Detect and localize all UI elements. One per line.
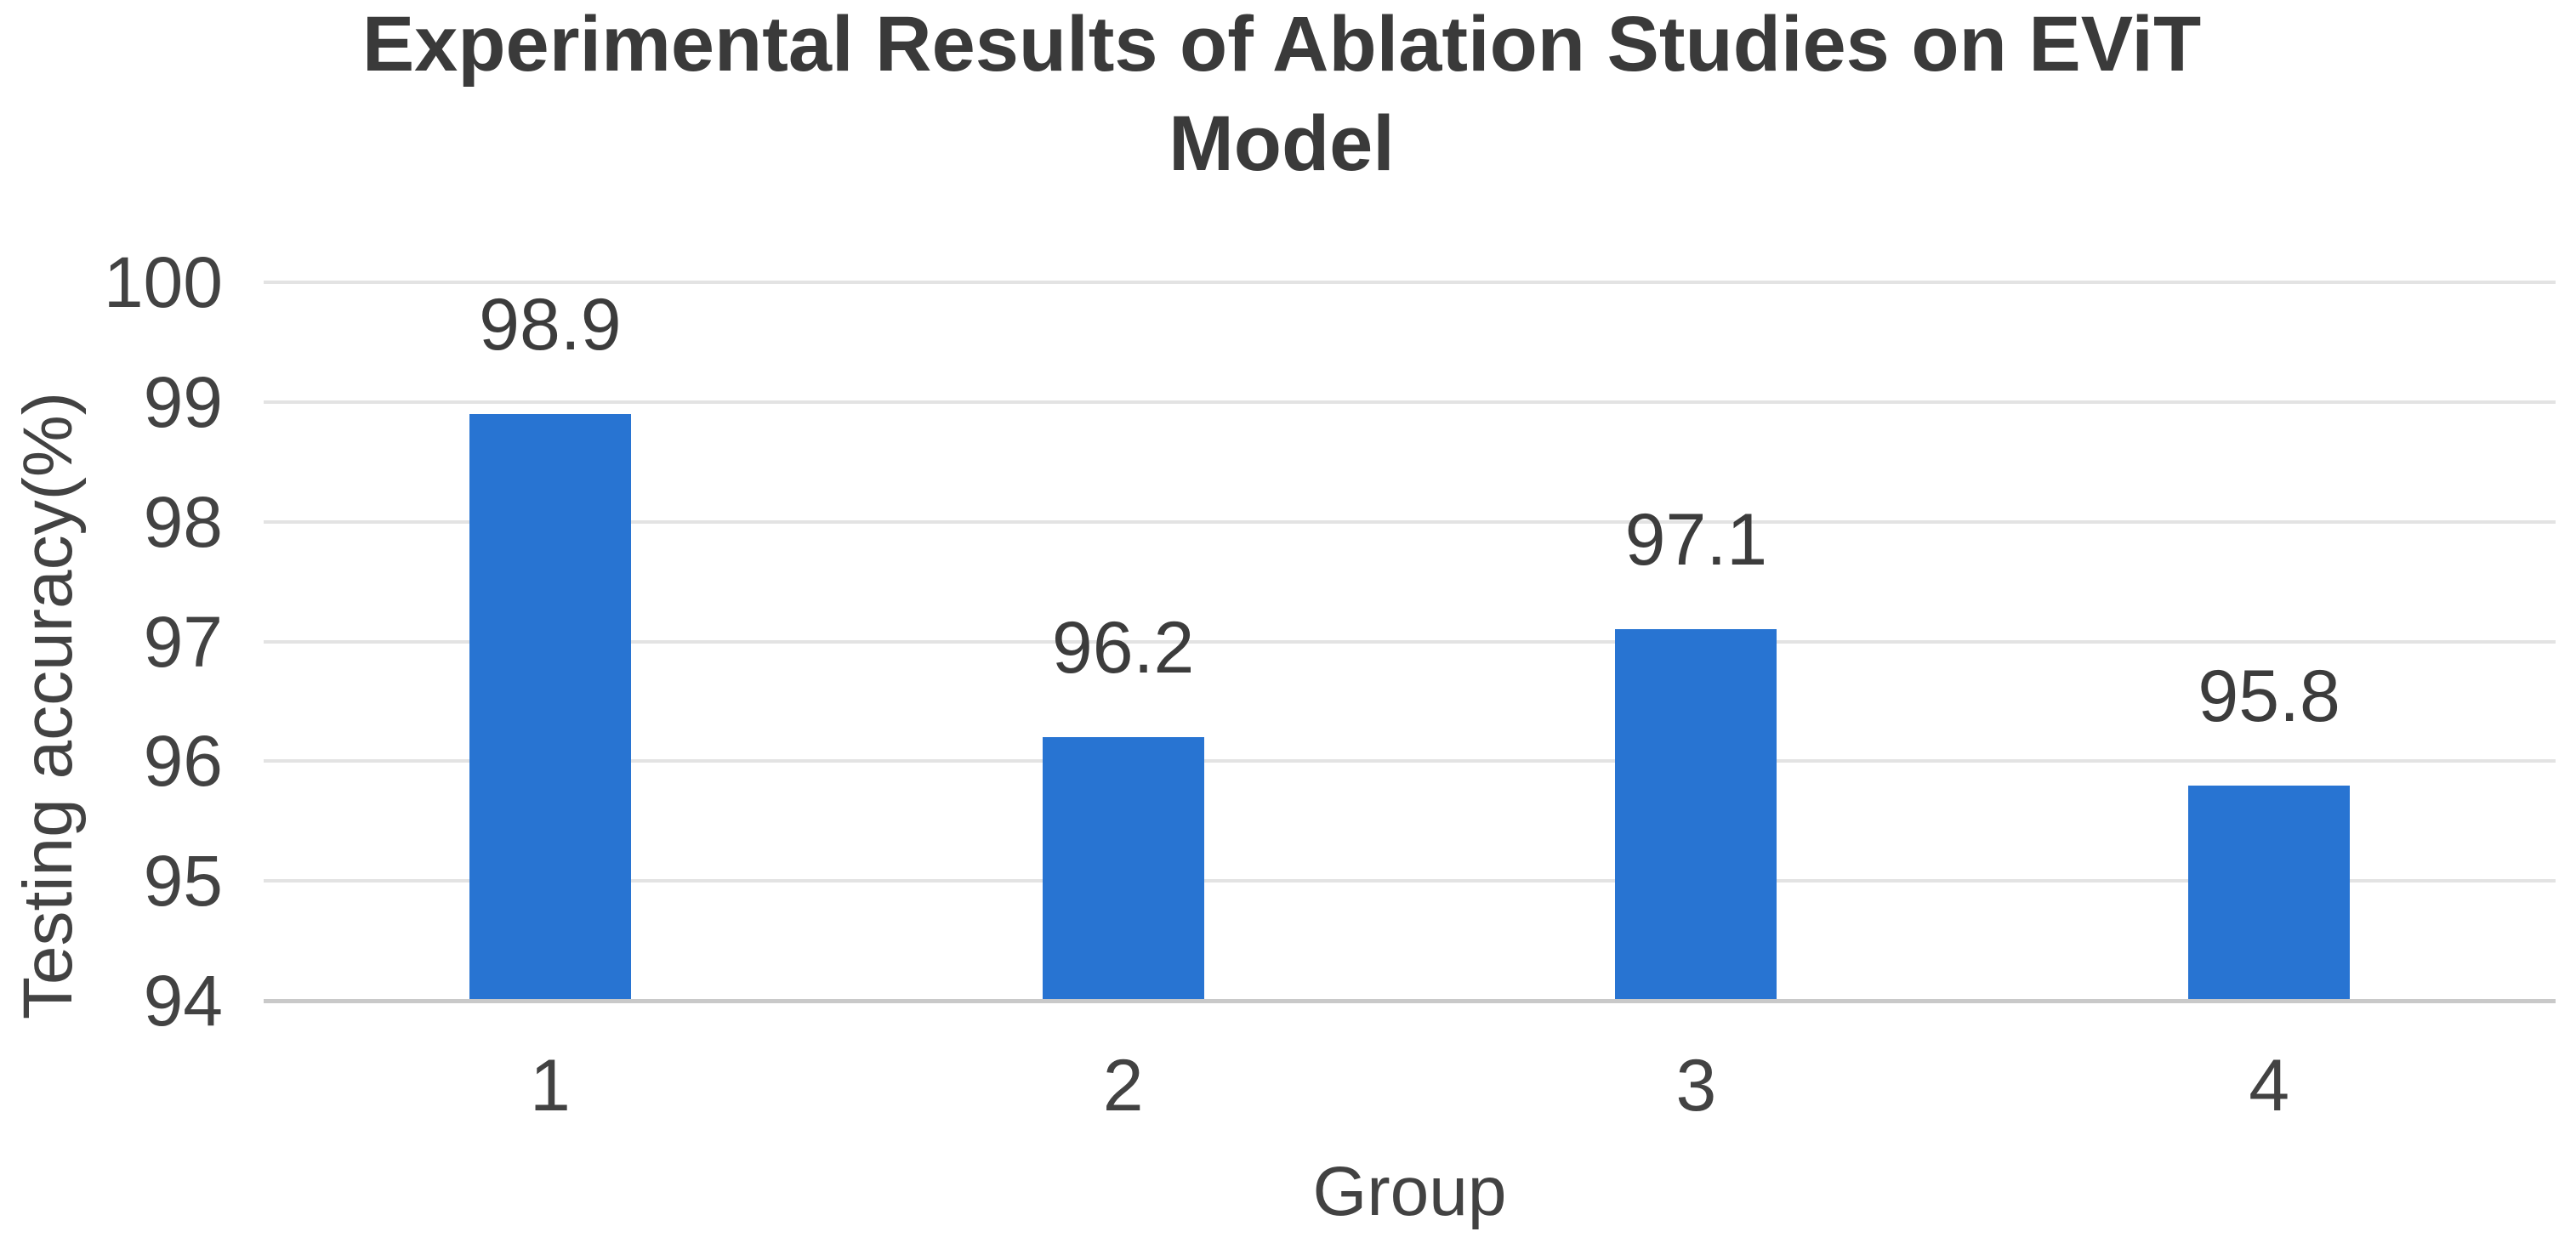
bar-value-label: 98.9: [479, 283, 622, 366]
y-tick-label: 95: [143, 841, 223, 922]
x-axis-title: Group: [1312, 1153, 1507, 1230]
y-tick-label: 97: [143, 601, 223, 682]
gridline: [264, 879, 2556, 883]
bar-value-label: 97.1: [1624, 499, 1768, 582]
y-tick-label: 98: [143, 481, 223, 562]
y-tick-label: 99: [143, 361, 223, 442]
chart-title: Experimental Results of Ablation Studies…: [361, 1, 2202, 187]
x-axis-line: [264, 999, 2556, 1003]
bar: [1042, 737, 1204, 1001]
gridline: [264, 281, 2556, 284]
gridline: [264, 519, 2556, 524]
bar: [1615, 629, 1777, 1001]
x-tick-label: 2: [1102, 1045, 1144, 1127]
bar-value-label: 95.8: [2198, 655, 2340, 737]
x-tick-label: 4: [2249, 1045, 2290, 1127]
gridline: [264, 400, 2556, 404]
bar: [469, 413, 631, 1001]
bar: [2188, 785, 2351, 1001]
y-tick-label: 100: [103, 242, 223, 322]
x-tick-label: 3: [1675, 1045, 1717, 1127]
gridline: [264, 759, 2556, 763]
x-tick-label: 1: [529, 1045, 571, 1127]
bar-value-label: 96.2: [1051, 607, 1195, 690]
y-tick-label: 94: [143, 961, 223, 1041]
y-tick-label: 96: [143, 721, 223, 802]
gridline: [264, 639, 2556, 644]
